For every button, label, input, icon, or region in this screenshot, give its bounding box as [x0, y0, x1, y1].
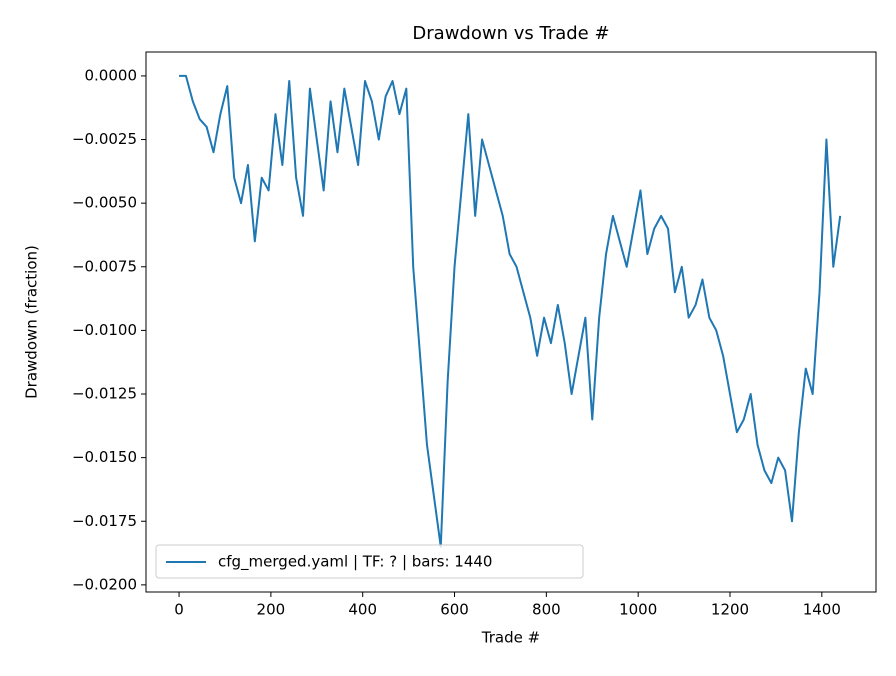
x-tick-label: 400 — [348, 601, 377, 619]
data-line — [179, 74, 842, 548]
x-axis-label: Trade # — [481, 629, 540, 647]
x-tick-label: 600 — [440, 601, 469, 619]
y-tick-label: −0.0175 — [72, 512, 137, 530]
x-tick-label: 800 — [532, 601, 561, 619]
legend-label: cfg_merged.yaml | TF: ? | bars: 1440 — [218, 553, 492, 572]
x-tick-label: 1400 — [803, 601, 841, 619]
y-tick-label: −0.0100 — [72, 321, 137, 339]
x-tick-label: 0 — [174, 601, 184, 619]
y-tick-label: −0.0025 — [72, 130, 137, 148]
y-tick-label: −0.0150 — [72, 448, 137, 466]
x-tick-label: 1200 — [711, 601, 749, 619]
chart-title: Drawdown vs Trade # — [412, 23, 609, 44]
y-tick-label: −0.0200 — [72, 575, 137, 593]
plot-frame — [145, 51, 877, 593]
legend-box — [155, 544, 584, 579]
y-tick-label: −0.0125 — [72, 385, 137, 403]
y-tick-label: −0.0075 — [72, 257, 137, 275]
y-axis-label: Drawdown (fraction) — [23, 245, 41, 399]
y-tick-label: 0.0000 — [85, 66, 138, 84]
y-tick-label: −0.0050 — [72, 194, 137, 212]
x-tick-label: 200 — [257, 601, 286, 619]
x-tick-label: 1000 — [619, 601, 657, 619]
